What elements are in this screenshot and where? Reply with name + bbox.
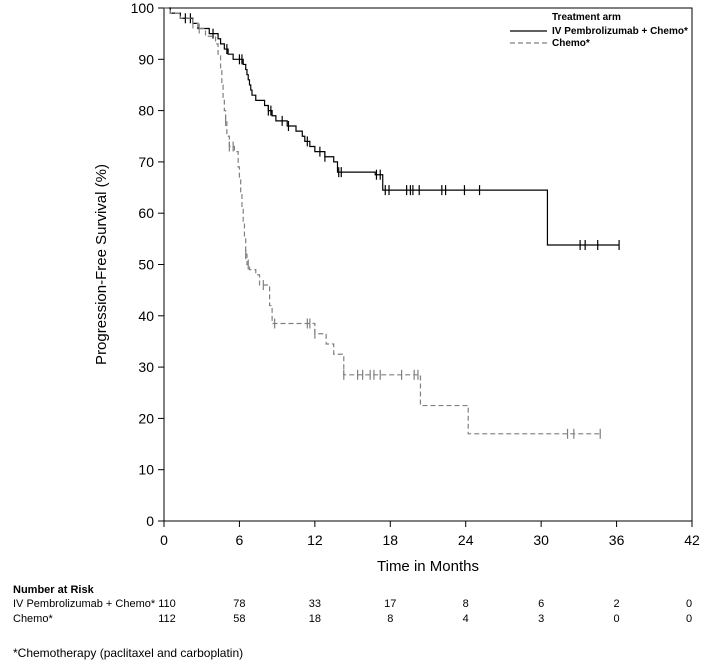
x-tick-label: 30 [533, 532, 549, 548]
y-tick-label: 60 [138, 205, 154, 221]
x-tick-label: 36 [609, 532, 625, 548]
series-chemo [164, 7, 601, 439]
y-tick-label: 0 [146, 513, 154, 529]
y-tick-label: 20 [138, 410, 154, 426]
x-tick-label: 0 [160, 532, 168, 548]
survival-curve-line [164, 7, 620, 246]
series-pembrolizumab-chemo [164, 7, 620, 251]
y-axis-title: Progression-Free Survival (%) [93, 164, 110, 365]
x-tick-label: 42 [684, 532, 700, 548]
y-tick-label: 70 [138, 154, 154, 170]
y-tick-label: 100 [131, 0, 155, 16]
x-tick-label: 6 [236, 532, 244, 548]
y-tick-label: 10 [138, 462, 154, 478]
legend-title: Treatment arm [552, 12, 621, 23]
legend-entry: Chemo* [552, 38, 590, 49]
labels-group: 0 10 20 30 40 50 60 70 80 90 100 0 6 12 18 24 30 36 42 Time… [93, 0, 700, 575]
x-tick-label: 24 [458, 532, 474, 548]
y-tick-label: 90 [138, 51, 154, 67]
legend-entry: IV Pembrolizumab + Chemo* [552, 26, 688, 37]
footnote: *Chemotherapy (paclitaxel and carboplati… [13, 646, 244, 660]
x-axis-title: Time in Months [377, 558, 479, 575]
axes-group [158, 7, 693, 527]
x-tick-label: 12 [307, 532, 323, 548]
curves-group [164, 7, 620, 439]
y-tick-label: 80 [138, 103, 154, 119]
survival-curve-line [164, 7, 601, 435]
plot-frame [163, 7, 693, 522]
y-tick-label: 50 [138, 257, 154, 273]
y-tick-label: 30 [138, 359, 154, 375]
legend: Treatment arm IV Pembrolizumab + Chemo*Ch… [510, 12, 688, 49]
y-tick-label: 40 [138, 308, 154, 324]
x-tick-label: 18 [382, 532, 398, 548]
